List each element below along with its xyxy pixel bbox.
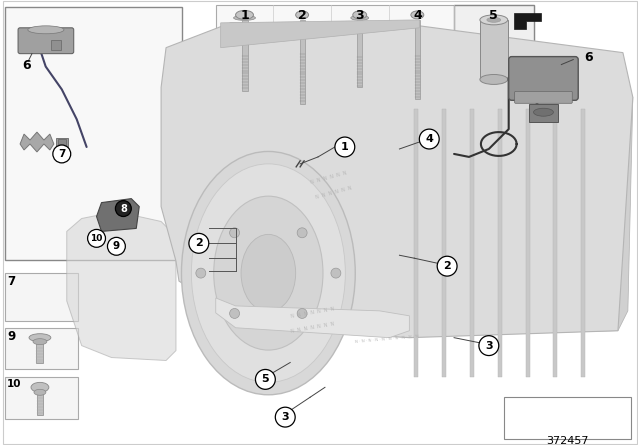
Text: 9: 9 <box>113 241 120 251</box>
Circle shape <box>297 309 307 319</box>
Ellipse shape <box>31 382 49 392</box>
Bar <box>5 273 77 321</box>
Polygon shape <box>221 20 419 47</box>
Text: 4: 4 <box>426 134 433 144</box>
Bar <box>470 109 474 377</box>
Polygon shape <box>67 211 176 361</box>
Bar <box>5 377 77 419</box>
Text: N  N  N  N  N  N  N: N N N N N N N <box>290 306 335 319</box>
FancyBboxPatch shape <box>509 56 578 100</box>
Polygon shape <box>514 13 541 29</box>
Bar <box>216 5 534 112</box>
Bar <box>51 40 61 50</box>
Text: 3: 3 <box>485 340 493 351</box>
Bar <box>525 109 529 377</box>
Circle shape <box>479 336 499 356</box>
Circle shape <box>230 228 239 238</box>
Circle shape <box>189 233 209 253</box>
Bar <box>554 109 557 377</box>
Ellipse shape <box>487 17 500 22</box>
Circle shape <box>297 228 307 238</box>
Bar <box>415 20 420 99</box>
Text: 10: 10 <box>90 234 103 243</box>
Text: N  N  N  N  N  N: N N N N N N <box>315 185 353 200</box>
Text: 7: 7 <box>58 149 65 159</box>
Text: N  N  N  N  N  N  N: N N N N N N N <box>290 321 335 334</box>
Ellipse shape <box>234 15 255 20</box>
Ellipse shape <box>411 11 424 19</box>
Text: 2: 2 <box>444 261 451 271</box>
Ellipse shape <box>33 339 47 345</box>
Bar <box>357 20 362 87</box>
Bar <box>58 139 66 145</box>
Text: 4: 4 <box>413 9 422 22</box>
Ellipse shape <box>214 196 323 350</box>
Text: 3: 3 <box>355 9 364 22</box>
Text: 5: 5 <box>262 375 269 384</box>
Polygon shape <box>97 198 140 232</box>
Ellipse shape <box>182 151 355 395</box>
Bar <box>37 392 43 415</box>
Text: 5: 5 <box>490 9 498 22</box>
Bar <box>5 328 77 370</box>
Text: N  N  N  N  N  N: N N N N N N <box>310 170 348 185</box>
Bar <box>442 109 446 377</box>
Text: 3: 3 <box>282 412 289 422</box>
Ellipse shape <box>191 164 346 382</box>
Ellipse shape <box>351 15 369 20</box>
Bar <box>56 138 68 147</box>
Circle shape <box>275 407 295 427</box>
Ellipse shape <box>236 10 253 19</box>
Circle shape <box>230 309 239 319</box>
Text: 6: 6 <box>22 59 31 72</box>
Text: 2: 2 <box>195 238 203 248</box>
Bar <box>581 109 585 377</box>
Bar <box>36 342 44 363</box>
Circle shape <box>196 268 206 278</box>
Bar <box>529 104 558 122</box>
Ellipse shape <box>353 11 367 19</box>
Circle shape <box>255 370 275 389</box>
Text: 7: 7 <box>7 275 15 288</box>
Bar <box>498 109 502 377</box>
Text: 1: 1 <box>341 142 349 152</box>
Circle shape <box>88 229 106 247</box>
Text: 6: 6 <box>584 51 593 64</box>
Text: 8: 8 <box>120 203 127 214</box>
Circle shape <box>437 256 457 276</box>
Bar <box>414 109 419 377</box>
Polygon shape <box>410 28 633 336</box>
Text: N · N · N · N · N · N · N · N · N · N: N · N · N · N · N · N · N · N · N · N <box>355 334 419 344</box>
Circle shape <box>53 145 71 163</box>
Ellipse shape <box>241 234 296 312</box>
Bar <box>504 397 631 439</box>
Ellipse shape <box>29 334 51 342</box>
Ellipse shape <box>28 26 64 34</box>
Polygon shape <box>20 132 54 152</box>
Circle shape <box>115 201 131 216</box>
Text: 9: 9 <box>7 330 15 343</box>
Circle shape <box>331 268 341 278</box>
Circle shape <box>335 137 355 157</box>
FancyBboxPatch shape <box>18 28 74 54</box>
Bar <box>5 7 182 260</box>
Circle shape <box>419 129 439 149</box>
Bar <box>454 5 534 112</box>
Bar <box>480 20 508 79</box>
Polygon shape <box>216 298 410 338</box>
Ellipse shape <box>34 389 46 395</box>
Circle shape <box>108 237 125 255</box>
FancyBboxPatch shape <box>515 91 572 103</box>
Polygon shape <box>161 23 633 338</box>
Ellipse shape <box>480 74 508 84</box>
Text: 1: 1 <box>240 9 249 22</box>
Bar <box>241 20 248 91</box>
Text: 372457: 372457 <box>546 436 589 446</box>
Bar <box>300 20 305 104</box>
Text: 10: 10 <box>7 379 22 389</box>
Ellipse shape <box>296 11 308 19</box>
Ellipse shape <box>480 15 508 25</box>
Text: 2: 2 <box>298 9 307 22</box>
Ellipse shape <box>534 108 554 116</box>
